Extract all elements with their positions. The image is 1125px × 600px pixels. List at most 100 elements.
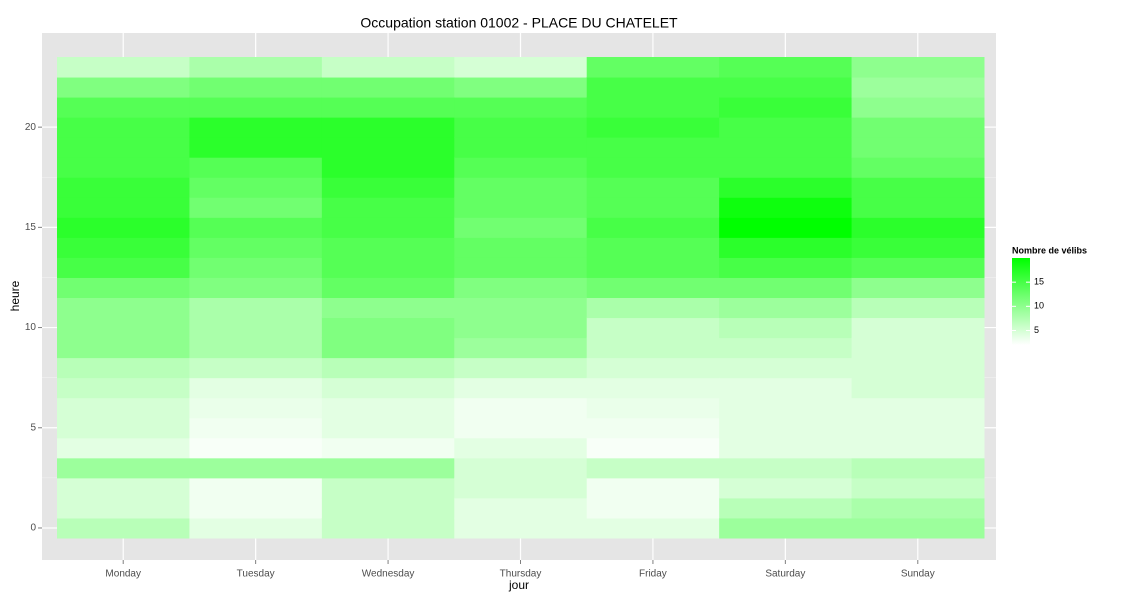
heat-cell [57, 477, 190, 499]
heat-cell [57, 517, 190, 539]
heat-cell [719, 477, 853, 499]
heat-cell [719, 297, 853, 319]
x-tick-label: Wednesday [362, 569, 415, 580]
heat-cell [189, 177, 323, 198]
heat-cell [719, 217, 853, 238]
x-tick-label: Friday [639, 569, 667, 580]
x-tick-label: Monday [105, 569, 141, 580]
heat-cell [719, 177, 853, 198]
heat-cell [851, 337, 985, 359]
heat-cell [189, 137, 323, 158]
heat-cell [851, 97, 985, 118]
heat-cell [719, 497, 853, 519]
heat-cell [57, 497, 190, 519]
heat-cell [57, 57, 190, 78]
heat-cell [586, 437, 720, 459]
heat-cell [321, 297, 455, 319]
heat-cell [321, 117, 455, 138]
heat-cell [189, 57, 323, 78]
heat-cell [454, 197, 588, 218]
heat-cell [189, 477, 323, 499]
heat-cell [851, 157, 985, 178]
heat-cell [851, 497, 985, 519]
heat-cell [189, 437, 323, 459]
heat-cell [189, 337, 323, 359]
heat-cell [189, 277, 323, 298]
heat-cell [57, 237, 190, 258]
heat-cell [454, 437, 588, 459]
heat-cell [321, 237, 455, 258]
heat-cell [57, 337, 190, 359]
heat-cell [189, 457, 323, 479]
heat-cell [719, 237, 853, 258]
heat-cell [586, 297, 720, 319]
heat-cell [454, 137, 588, 158]
heat-cell [189, 217, 323, 238]
x-tick-label: Saturday [765, 569, 805, 580]
heat-cell [189, 357, 323, 379]
x-tick-label: Thursday [500, 569, 542, 580]
heat-cell [586, 177, 720, 198]
heat-cell [321, 397, 455, 419]
heat-cell [57, 397, 190, 419]
heat-cell [321, 417, 455, 439]
heat-cell [57, 417, 190, 439]
heat-cell [586, 137, 720, 158]
heat-cell [189, 377, 323, 399]
heat-cell [454, 257, 588, 278]
heat-cell [57, 297, 190, 319]
heat-cell [57, 77, 190, 98]
heat-cell [57, 457, 190, 479]
heat-cell [586, 77, 720, 98]
heat-cell [719, 417, 853, 439]
heat-cell [586, 357, 720, 379]
heat-cell [189, 97, 323, 118]
heat-cell [851, 377, 985, 399]
heat-cell [851, 437, 985, 459]
heat-cell [586, 517, 720, 539]
heat-cell [851, 357, 985, 379]
heat-cell [189, 517, 323, 539]
heat-cell [586, 317, 720, 339]
x-tick-label: Sunday [901, 569, 935, 580]
colorbar-tick-label: 15 [1034, 277, 1044, 287]
heat-cell [851, 217, 985, 238]
heat-cell [321, 437, 455, 459]
heat-cell [57, 177, 190, 198]
heat-cell [321, 157, 455, 178]
heat-cell [454, 497, 588, 519]
heat-cell [57, 437, 190, 459]
heat-cell [851, 297, 985, 319]
heat-cell [719, 377, 853, 399]
heat-cell [454, 477, 588, 499]
heat-cell [454, 177, 588, 198]
x-axis-label: jour [508, 578, 529, 592]
heat-cell [189, 297, 323, 319]
y-tick-label: 10 [25, 322, 37, 333]
heat-cell [321, 497, 455, 519]
heat-cell [851, 177, 985, 198]
heat-cell [321, 457, 455, 479]
heat-cell [321, 317, 455, 339]
heat-cell [719, 137, 853, 158]
heat-cell [851, 237, 985, 258]
heat-cell [189, 197, 323, 218]
y-axis-label: heure [8, 280, 22, 311]
colorbar-tick-label: 5 [1034, 325, 1039, 335]
heat-cell [57, 317, 190, 339]
heat-cell [719, 117, 853, 138]
heat-cell [851, 137, 985, 158]
heat-cell [454, 337, 588, 359]
heat-cell [586, 117, 720, 138]
heat-cell [321, 477, 455, 499]
heat-cell [454, 277, 588, 298]
heat-cell [189, 317, 323, 339]
heat-cell [57, 217, 190, 238]
legend-title: Nombre de vélibs [1012, 245, 1087, 255]
heat-cell [321, 137, 455, 158]
heat-cell [719, 317, 853, 339]
heat-cell [454, 317, 588, 339]
heat-cell [57, 197, 190, 218]
y-tick-label: 20 [25, 122, 37, 133]
